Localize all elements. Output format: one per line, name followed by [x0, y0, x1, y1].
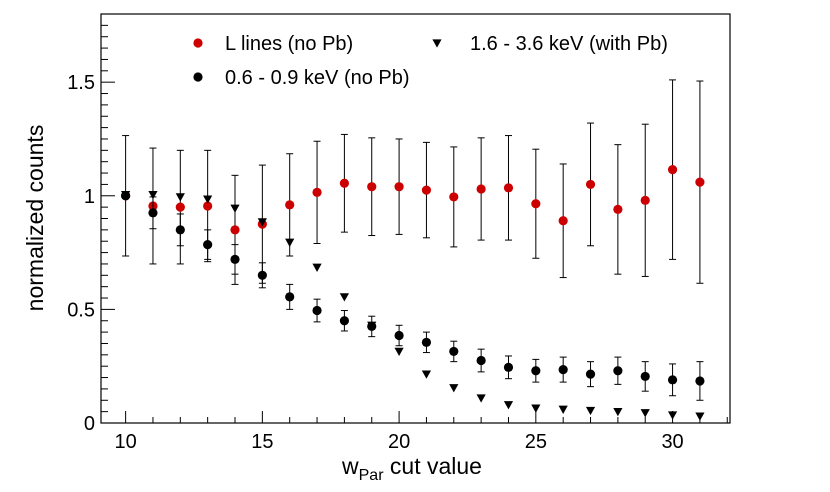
- data-point: [203, 195, 213, 204]
- data-point: [558, 365, 568, 375]
- data-point: [613, 366, 623, 376]
- legend-marker: [432, 39, 442, 48]
- data-point: [421, 337, 432, 347]
- y-axis-title: normalized counts: [22, 125, 48, 312]
- data-point: [667, 375, 678, 385]
- data-point: [667, 165, 678, 175]
- data-point: [421, 370, 432, 379]
- data-point: [230, 225, 240, 235]
- data-point: [531, 366, 541, 376]
- data-point: [339, 178, 349, 188]
- data-point: [695, 177, 705, 187]
- data-point: [367, 182, 377, 192]
- data-point: [148, 190, 158, 200]
- data-point: [257, 270, 267, 280]
- data-point: [230, 204, 240, 213]
- data-point: [312, 263, 322, 272]
- data-point: [121, 190, 131, 200]
- data-point: [531, 404, 541, 413]
- data-point: [312, 187, 322, 197]
- x-tick-label: 15: [251, 431, 273, 453]
- data-point: [531, 199, 541, 209]
- data-point: [640, 409, 650, 418]
- data-point: [203, 201, 213, 211]
- x-axis-title-suffix: cut value: [384, 453, 482, 479]
- data-point: [312, 305, 322, 316]
- x-tick-label: 20: [388, 431, 410, 453]
- data-point: [257, 218, 267, 227]
- data-point: [558, 405, 568, 414]
- data-point: [285, 200, 295, 210]
- legend-marker: [193, 38, 203, 48]
- data-point: [421, 185, 432, 195]
- legend-label: L lines (no Pb): [225, 33, 353, 55]
- data-point: [367, 321, 377, 330]
- data-point: [285, 292, 295, 302]
- x-tick-label: 10: [114, 431, 136, 453]
- y-tick-label: 1.5: [67, 72, 95, 94]
- data-point: [613, 407, 623, 417]
- data-point: [667, 411, 678, 420]
- y-tick-label: 0: [84, 413, 95, 435]
- data-point: [394, 347, 404, 357]
- data-point: [695, 412, 705, 421]
- data-marks: [121, 79, 705, 421]
- data-point: [175, 202, 185, 212]
- data-point: [558, 216, 568, 226]
- y-tick-label: 1: [84, 186, 95, 208]
- data-point: [503, 362, 514, 372]
- x-axis-title-subscript: Par: [359, 467, 385, 484]
- data-point: [476, 394, 486, 403]
- data-point: [503, 401, 514, 410]
- x-tick-label: 25: [525, 431, 547, 453]
- data-point: [640, 195, 650, 205]
- data-point: [449, 346, 459, 357]
- data-point: [285, 238, 295, 247]
- data-point: [394, 330, 404, 341]
- legend-label: 0.6 - 0.9 keV (no Pb): [225, 67, 410, 89]
- legend: L lines (no Pb) 1.6 - 3.6 keV (with Pb) 0.…: [193, 33, 668, 89]
- data-point: [613, 204, 623, 215]
- data-point: [339, 293, 349, 302]
- legend-label: 1.6 - 3.6 keV (with Pb): [470, 33, 668, 55]
- data-point: [585, 406, 596, 416]
- data-point: [175, 193, 185, 202]
- legend-marker: [193, 72, 203, 82]
- data-point: [339, 316, 349, 326]
- data-point: [394, 182, 404, 192]
- data-point: [148, 208, 158, 218]
- data-point: [585, 179, 596, 190]
- data-point: [585, 369, 596, 379]
- data-point: [695, 376, 705, 386]
- y-tick-label: 0.5: [67, 299, 95, 321]
- data-point: [503, 183, 514, 193]
- data-point: [203, 240, 213, 250]
- x-tick-label: 30: [661, 431, 683, 453]
- x-axis-title: wPar cut value: [341, 453, 482, 484]
- data-point: [449, 384, 459, 393]
- data-point: [449, 192, 459, 202]
- data-point: [476, 355, 486, 366]
- data-point: [175, 225, 185, 235]
- data-point: [640, 371, 650, 382]
- data-point: [230, 254, 240, 264]
- x-axis-title-main: w: [341, 453, 359, 479]
- data-point: [476, 184, 486, 194]
